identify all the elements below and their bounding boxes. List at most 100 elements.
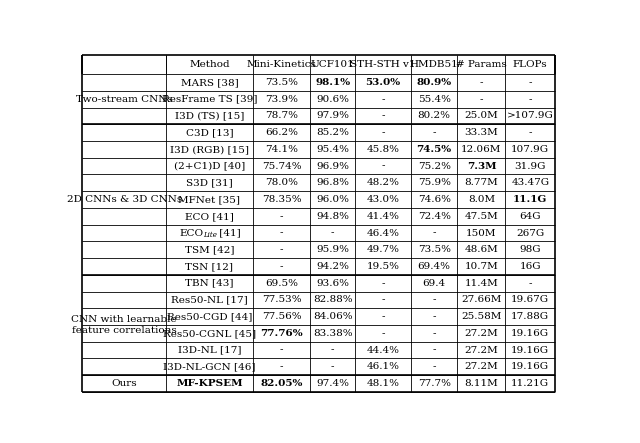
Text: I3D-NL-GCN [46]: I3D-NL-GCN [46] xyxy=(163,362,255,371)
Text: 41.4%: 41.4% xyxy=(367,212,399,221)
Text: -: - xyxy=(280,245,284,254)
Text: 82.05%: 82.05% xyxy=(260,379,303,388)
Text: -: - xyxy=(381,279,385,288)
Text: 19.16G: 19.16G xyxy=(511,362,549,371)
Text: 33.3M: 33.3M xyxy=(465,128,499,137)
Text: -: - xyxy=(280,346,284,355)
Text: ECO [41]: ECO [41] xyxy=(185,212,234,221)
Text: 66.2%: 66.2% xyxy=(265,128,298,137)
Text: 46.1%: 46.1% xyxy=(367,362,399,371)
Text: FLOPs: FLOPs xyxy=(513,60,548,69)
Text: 98G: 98G xyxy=(520,245,541,254)
Text: Res50-CGD [44]: Res50-CGD [44] xyxy=(167,312,252,321)
Text: 74.5%: 74.5% xyxy=(417,145,452,154)
Text: -: - xyxy=(433,229,436,237)
Text: 96.8%: 96.8% xyxy=(316,179,349,187)
Text: 2D CNNs & 3D CNNs: 2D CNNs & 3D CNNs xyxy=(67,195,182,204)
Text: -: - xyxy=(529,78,532,87)
Text: 19.16G: 19.16G xyxy=(511,329,549,338)
Text: 74.6%: 74.6% xyxy=(418,195,451,204)
Text: 77.76%: 77.76% xyxy=(260,329,303,338)
Text: 43.47G: 43.47G xyxy=(511,179,549,187)
Text: 27.2M: 27.2M xyxy=(465,346,499,355)
Text: 69.5%: 69.5% xyxy=(265,279,298,288)
Text: 75.2%: 75.2% xyxy=(418,162,451,171)
Text: 77.7%: 77.7% xyxy=(418,379,451,388)
Text: 74.1%: 74.1% xyxy=(265,145,298,154)
Text: -: - xyxy=(280,362,284,371)
Text: 8.0M: 8.0M xyxy=(468,195,495,204)
Text: MARS [38]: MARS [38] xyxy=(180,78,238,87)
Text: I3D (TS) [15]: I3D (TS) [15] xyxy=(175,111,244,120)
Text: 82.88%: 82.88% xyxy=(313,295,353,304)
Text: C3D [13]: C3D [13] xyxy=(186,128,233,137)
Text: # Params: # Params xyxy=(456,60,507,69)
Text: (2+C1)D [40]: (2+C1)D [40] xyxy=(174,162,245,171)
Text: 25.58M: 25.58M xyxy=(461,312,502,321)
Text: 98.1%: 98.1% xyxy=(315,78,350,87)
Text: ResFrame TS [39]: ResFrame TS [39] xyxy=(162,95,257,104)
Text: 95.4%: 95.4% xyxy=(316,145,349,154)
Text: 69.4: 69.4 xyxy=(422,279,445,288)
Text: 73.5%: 73.5% xyxy=(265,78,298,87)
Text: 78.0%: 78.0% xyxy=(265,179,298,187)
Text: UCF101: UCF101 xyxy=(311,60,355,69)
Text: -: - xyxy=(433,128,436,137)
Text: -: - xyxy=(381,329,385,338)
Text: 48.6M: 48.6M xyxy=(465,245,499,254)
Text: 49.7%: 49.7% xyxy=(367,245,399,254)
Text: 48.2%: 48.2% xyxy=(367,179,399,187)
Text: -: - xyxy=(331,362,334,371)
Text: 93.6%: 93.6% xyxy=(316,279,349,288)
Text: 45.8%: 45.8% xyxy=(367,145,399,154)
Text: Method: Method xyxy=(189,60,230,69)
Text: HMDB51: HMDB51 xyxy=(410,60,458,69)
Text: ECO: ECO xyxy=(179,229,204,237)
Text: Res50-CGNL [45]: Res50-CGNL [45] xyxy=(163,329,256,338)
Text: -: - xyxy=(280,229,284,237)
Text: -: - xyxy=(433,295,436,304)
Text: Mini-Kinetics: Mini-Kinetics xyxy=(246,60,316,69)
Text: -: - xyxy=(433,346,436,355)
Text: 19.67G: 19.67G xyxy=(511,295,549,304)
Text: 12.06M: 12.06M xyxy=(461,145,502,154)
Text: -: - xyxy=(480,95,483,104)
Text: 64G: 64G xyxy=(520,212,541,221)
Text: 17.88G: 17.88G xyxy=(511,312,549,321)
Text: 84.06%: 84.06% xyxy=(313,312,353,321)
Text: TBN [43]: TBN [43] xyxy=(185,279,234,288)
Text: 107.9G: 107.9G xyxy=(511,145,549,154)
Text: 8.11M: 8.11M xyxy=(465,379,499,388)
Text: 85.2%: 85.2% xyxy=(316,128,349,137)
Text: -: - xyxy=(381,111,385,120)
Text: MFNet [35]: MFNet [35] xyxy=(179,195,241,204)
Text: 73.5%: 73.5% xyxy=(418,245,451,254)
Text: I3D (RGB) [15]: I3D (RGB) [15] xyxy=(170,145,249,154)
Text: 11.21G: 11.21G xyxy=(511,379,549,388)
Text: 27.66M: 27.66M xyxy=(461,295,502,304)
Text: -: - xyxy=(331,346,334,355)
Text: 10.7M: 10.7M xyxy=(465,262,499,271)
Text: CNN with learnable
feature correlations: CNN with learnable feature correlations xyxy=(72,315,177,335)
Text: 75.74%: 75.74% xyxy=(262,162,301,171)
Text: 95.9%: 95.9% xyxy=(316,245,349,254)
Text: 47.5M: 47.5M xyxy=(465,212,499,221)
Text: Lite: Lite xyxy=(204,231,217,239)
Text: 96.0%: 96.0% xyxy=(316,195,349,204)
Text: -: - xyxy=(331,229,334,237)
Text: 48.1%: 48.1% xyxy=(367,379,399,388)
Text: 80.9%: 80.9% xyxy=(417,78,452,87)
Text: >107.9G: >107.9G xyxy=(507,111,554,120)
Text: 55.4%: 55.4% xyxy=(418,95,451,104)
Text: -: - xyxy=(280,212,284,221)
Text: 267G: 267G xyxy=(516,229,545,237)
Text: S3D [31]: S3D [31] xyxy=(186,179,233,187)
Text: STH-STH v1: STH-STH v1 xyxy=(350,60,416,69)
Text: 150M: 150M xyxy=(466,229,497,237)
Text: -: - xyxy=(433,362,436,371)
Text: 27.2M: 27.2M xyxy=(465,329,499,338)
Text: Ours: Ours xyxy=(111,379,137,388)
Text: 73.9%: 73.9% xyxy=(265,95,298,104)
Text: 8.77M: 8.77M xyxy=(465,179,499,187)
Text: 90.6%: 90.6% xyxy=(316,95,349,104)
